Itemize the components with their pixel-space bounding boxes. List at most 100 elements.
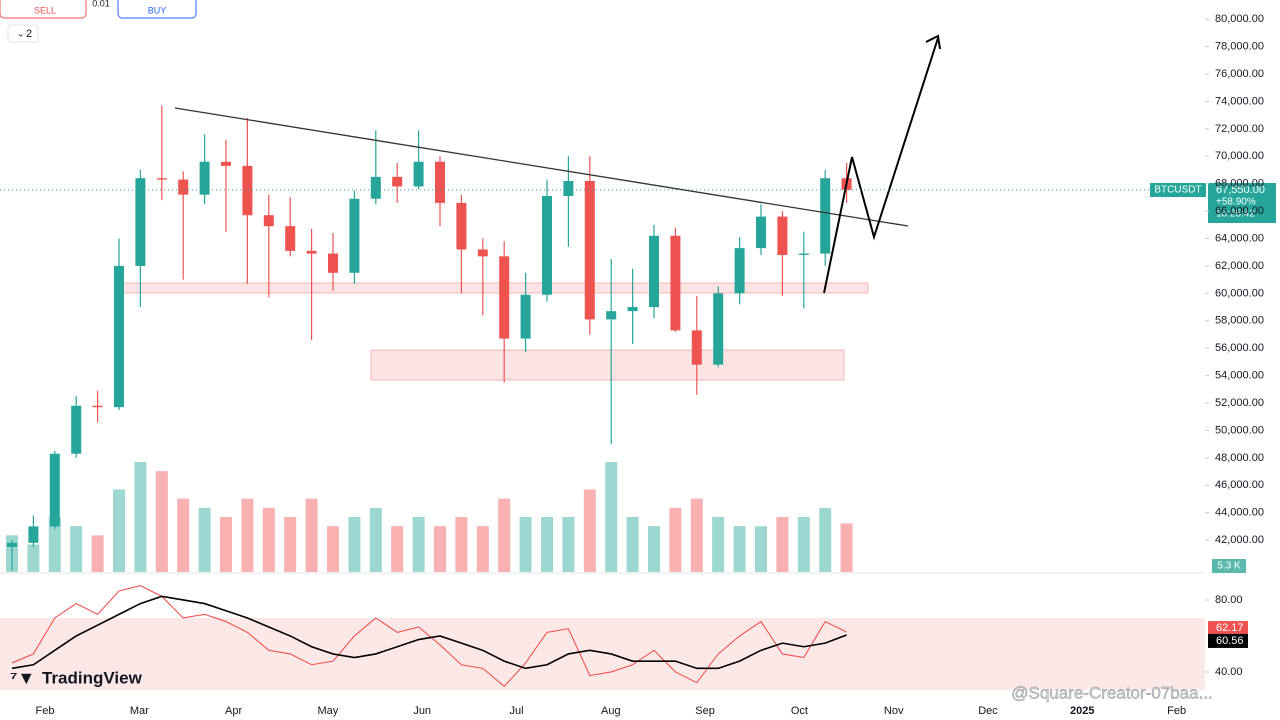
y-tick-label: 58,000.00	[1215, 315, 1264, 327]
candle-body	[798, 253, 809, 255]
y-tick-label: 50,000.00	[1215, 424, 1264, 436]
volume-bar	[434, 526, 446, 572]
candle-body	[649, 235, 659, 308]
candle-body	[370, 176, 381, 199]
y-tick-label: 72,000.00	[1215, 123, 1264, 135]
volume-bar	[412, 517, 425, 572]
volume-bar	[134, 462, 147, 572]
candle-body	[456, 202, 467, 250]
volume-bar	[498, 498, 511, 572]
volume-box	[1212, 559, 1246, 573]
volume-bar	[819, 507, 832, 572]
y-tick-label: 66,000.00	[1215, 205, 1264, 217]
candle-body	[328, 253, 338, 273]
y-tick-label: 76,000.00	[1215, 68, 1264, 80]
volume-bar	[755, 526, 767, 572]
volume-bar	[369, 507, 382, 572]
volume-bar	[241, 498, 254, 572]
y-tick-label: 80.00	[1215, 594, 1243, 606]
candle-body	[734, 248, 745, 294]
value-box	[1208, 621, 1248, 636]
trend-line	[174, 107, 909, 227]
candle-body	[306, 250, 317, 254]
arrow-head	[925, 34, 941, 50]
candle-body	[392, 176, 403, 187]
x-tick-label: Dec	[978, 705, 998, 717]
y-tick-label: 68,000.00	[1215, 178, 1264, 190]
volume-bar	[797, 517, 810, 572]
qty: 0.01	[92, 0, 110, 8]
candle-body	[606, 311, 617, 320]
chevron: ⌄	[17, 28, 25, 38]
volume-bar	[48, 517, 61, 572]
candle-body	[499, 256, 510, 339]
volume-bar	[455, 517, 468, 572]
indicators-toggle[interactable]	[7, 24, 39, 43]
brand: TradingView	[42, 668, 143, 687]
y-tick-label: 62,000.00	[1215, 260, 1264, 272]
volume-bar	[262, 507, 275, 572]
symbol-box	[1150, 183, 1206, 197]
candle-body	[242, 165, 253, 216]
x-tick-label: May	[318, 705, 339, 717]
volume-bar	[198, 507, 211, 572]
volume-bar	[305, 498, 318, 572]
support-zone	[121, 282, 869, 294]
x-tick-label: Mar	[130, 705, 149, 717]
countdown: 18:25:42	[1216, 209, 1255, 220]
volume-bar	[648, 526, 660, 572]
y-tick-label: 78,000.00	[1215, 41, 1264, 53]
volume-bar	[27, 544, 40, 572]
symbol-label: BTCUSDT	[1154, 185, 1201, 196]
volume-bar	[605, 462, 618, 572]
y-tick-label: 60,000.00	[1215, 287, 1264, 299]
y-tick-label: 54,000.00	[1215, 370, 1264, 382]
candle-body	[435, 161, 445, 203]
candle-body	[777, 216, 788, 255]
value-label: 62.17	[1216, 622, 1244, 634]
volume-bar	[776, 517, 789, 572]
volume-bar	[391, 526, 404, 572]
volume-bar	[327, 526, 339, 572]
y-tick-label: 44,000.00	[1215, 507, 1264, 519]
candle-body	[92, 405, 103, 408]
x-tick-label: Jun	[413, 705, 431, 717]
x-tick-label: Aug	[601, 705, 621, 717]
x-tick-label: Feb	[36, 705, 55, 717]
volume-bar	[669, 507, 682, 572]
price-box	[1208, 183, 1276, 223]
candle-body	[71, 405, 82, 454]
x-tick-label: Jul	[509, 705, 523, 717]
buy-button[interactable]	[117, 0, 197, 19]
x-tick-label: Oct	[791, 705, 808, 717]
candle-body	[756, 216, 766, 249]
sell-button[interactable]	[0, 0, 87, 19]
watermark: @Square-Creator-07baa...	[1011, 683, 1213, 702]
candle-body	[28, 526, 39, 543]
volume-bar	[476, 526, 489, 572]
volume-bar	[840, 523, 853, 572]
y-tick-label: 46,000.00	[1215, 479, 1264, 491]
volume-bar	[562, 517, 575, 572]
volume-bar	[284, 517, 297, 572]
candle-body	[178, 179, 189, 195]
last-price: 67,550.00	[1216, 184, 1265, 196]
candle-body	[156, 178, 167, 180]
value-label: 60.56	[1216, 635, 1244, 647]
rsi-band	[0, 617, 1205, 690]
volume-label: 5.3 K	[1217, 561, 1241, 572]
candle-body	[820, 178, 831, 254]
value-box	[1208, 633, 1248, 648]
volume-bar	[519, 517, 532, 572]
y-tick-label: 52,000.00	[1215, 397, 1264, 409]
sell-label: SELL	[34, 5, 56, 15]
projection-arrow	[823, 37, 939, 294]
y-tick-label: 48,000.00	[1215, 452, 1264, 464]
candle-body	[584, 180, 595, 320]
y-tick-label: 40.00	[1215, 666, 1243, 678]
y-tick-label: 64,000.00	[1215, 232, 1264, 244]
volume-bar	[626, 517, 639, 572]
y-tick-label: 80,000.00	[1215, 13, 1264, 25]
marks	[0, 105, 1205, 690]
